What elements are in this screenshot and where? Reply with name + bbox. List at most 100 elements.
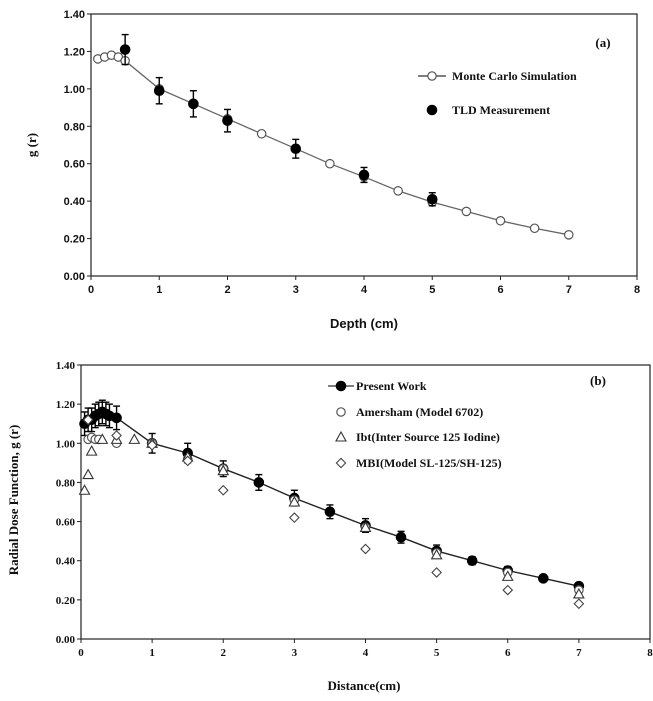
legend-label: TLD Measurement	[452, 103, 550, 117]
data-point	[111, 430, 122, 441]
data-point	[502, 584, 514, 596]
legend-label: Monte Carlo Simulation	[452, 69, 577, 83]
data-point	[495, 215, 506, 226]
plot-area-frame	[90, 13, 638, 277]
y-tick-label: 0.60	[56, 517, 76, 529]
y-tick-label: 1.00	[64, 84, 85, 96]
x-tick-label: 8	[647, 647, 653, 659]
data-point	[253, 477, 265, 488]
data-point	[359, 521, 372, 532]
x-tick-label: 4	[361, 284, 368, 296]
legend-swatch-marker	[426, 104, 438, 116]
x-tick-label: 6	[505, 647, 511, 659]
x-tick-label: 4	[363, 647, 369, 659]
x-tick-label: 5	[429, 284, 435, 296]
data-point	[431, 567, 443, 578]
y-axis-label: Radial Dose Function, g (r)	[6, 425, 21, 576]
x-tick-label: 5	[434, 647, 440, 659]
y-tick-label: 0.80	[56, 477, 76, 489]
x-tick-label: 6	[497, 284, 503, 296]
x-tick-label: 3	[292, 647, 298, 659]
series-2	[119, 33, 438, 207]
chart-panel-2: 0.00 0.20 0.40 0.60 0.80 1.00 1.20 1.40 0 1 2 3 4 5 6 7…	[6, 360, 653, 693]
y-axis-label: g (r)	[24, 133, 39, 157]
y-tick-label: 1.20	[56, 399, 76, 411]
x-tick-label: 2	[221, 647, 227, 659]
data-point	[217, 484, 229, 496]
data-point	[153, 85, 165, 97]
x-tick-label: 1	[156, 284, 162, 296]
data-point	[538, 573, 549, 584]
legend-swatch-marker	[335, 457, 347, 469]
y-tick-label: 0.40	[64, 196, 85, 208]
legend-label: Ibt(Inter Source 125 Iodine)	[356, 430, 500, 444]
y-tick-label: 1.40	[56, 360, 76, 372]
x-tick-label: 3	[293, 284, 299, 296]
y-tick-label: 0.40	[56, 556, 76, 568]
data-point	[288, 512, 300, 524]
legend-swatch-marker	[336, 407, 346, 417]
data-point	[360, 543, 371, 555]
data-point	[82, 414, 94, 426]
data-point	[146, 439, 158, 451]
data-point	[222, 115, 233, 126]
x-tick-label: 0	[78, 647, 84, 659]
data-point	[119, 44, 131, 55]
x-tick-label: 0	[88, 284, 94, 296]
x-axis-label: Distance(cm)	[328, 678, 401, 693]
data-point	[85, 444, 98, 456]
legend-swatch-marker	[335, 430, 347, 442]
x-tick-label: 7	[566, 284, 572, 296]
data-point	[466, 555, 478, 567]
x-tick-label: 1	[149, 647, 155, 659]
data-point	[290, 143, 302, 155]
data-point	[128, 433, 141, 444]
data-point	[256, 128, 267, 139]
data-point	[563, 230, 574, 240]
data-point	[572, 587, 585, 599]
data-point	[188, 98, 199, 110]
legend-label: MBI(Model SL-125/SH-125)	[356, 456, 502, 470]
y-tick-label: 1.40	[64, 9, 85, 21]
y-tick-label: 0.60	[64, 159, 85, 171]
legend-label: Present Work	[356, 379, 427, 393]
y-tick-label: 0.20	[64, 234, 85, 246]
data-point	[426, 193, 438, 205]
series-4	[82, 414, 585, 610]
data-point	[573, 598, 585, 610]
data-point	[82, 468, 95, 480]
data-point	[288, 495, 301, 507]
data-point	[395, 531, 407, 543]
data-point	[358, 169, 370, 181]
data-point	[430, 548, 443, 560]
data-point	[96, 433, 109, 444]
data-point	[325, 158, 335, 169]
data-point	[393, 186, 403, 196]
chart-panel-1: 0.00 0.20 0.40 0.60 0.80 1.00 1.20 1.40 0 1 2 3 4 5 6 7…	[24, 9, 640, 331]
data-point	[461, 206, 472, 217]
data-point	[324, 506, 336, 518]
data-point	[111, 412, 122, 424]
y-tick-label: 0.80	[64, 121, 85, 133]
legend-label: Amersham (Model 6702)	[356, 405, 483, 419]
x-tick-label: 7	[576, 647, 582, 659]
y-tick-label: 1.00	[56, 438, 76, 450]
series-line	[84, 411, 580, 587]
series-1	[79, 399, 585, 592]
data-point	[182, 455, 194, 467]
legend: Present Work Amersham (Model 6702) Ibt(Int…	[328, 379, 502, 470]
legend: Monte Carlo Simulation TLD Measurement	[418, 69, 577, 117]
legend-swatch-marker	[335, 380, 347, 392]
y-tick-label: 0.00	[56, 634, 76, 646]
data-point	[78, 484, 91, 495]
y-tick-label: 1.20	[64, 46, 85, 58]
x-axis-label: Depth (cm)	[330, 316, 398, 331]
data-point	[501, 570, 514, 581]
panel-label: (a)	[595, 35, 610, 50]
data-point	[529, 223, 540, 234]
y-tick-label: 0.20	[56, 595, 76, 607]
x-tick-label: 2	[224, 284, 230, 296]
panel-label: (b)	[590, 373, 606, 388]
